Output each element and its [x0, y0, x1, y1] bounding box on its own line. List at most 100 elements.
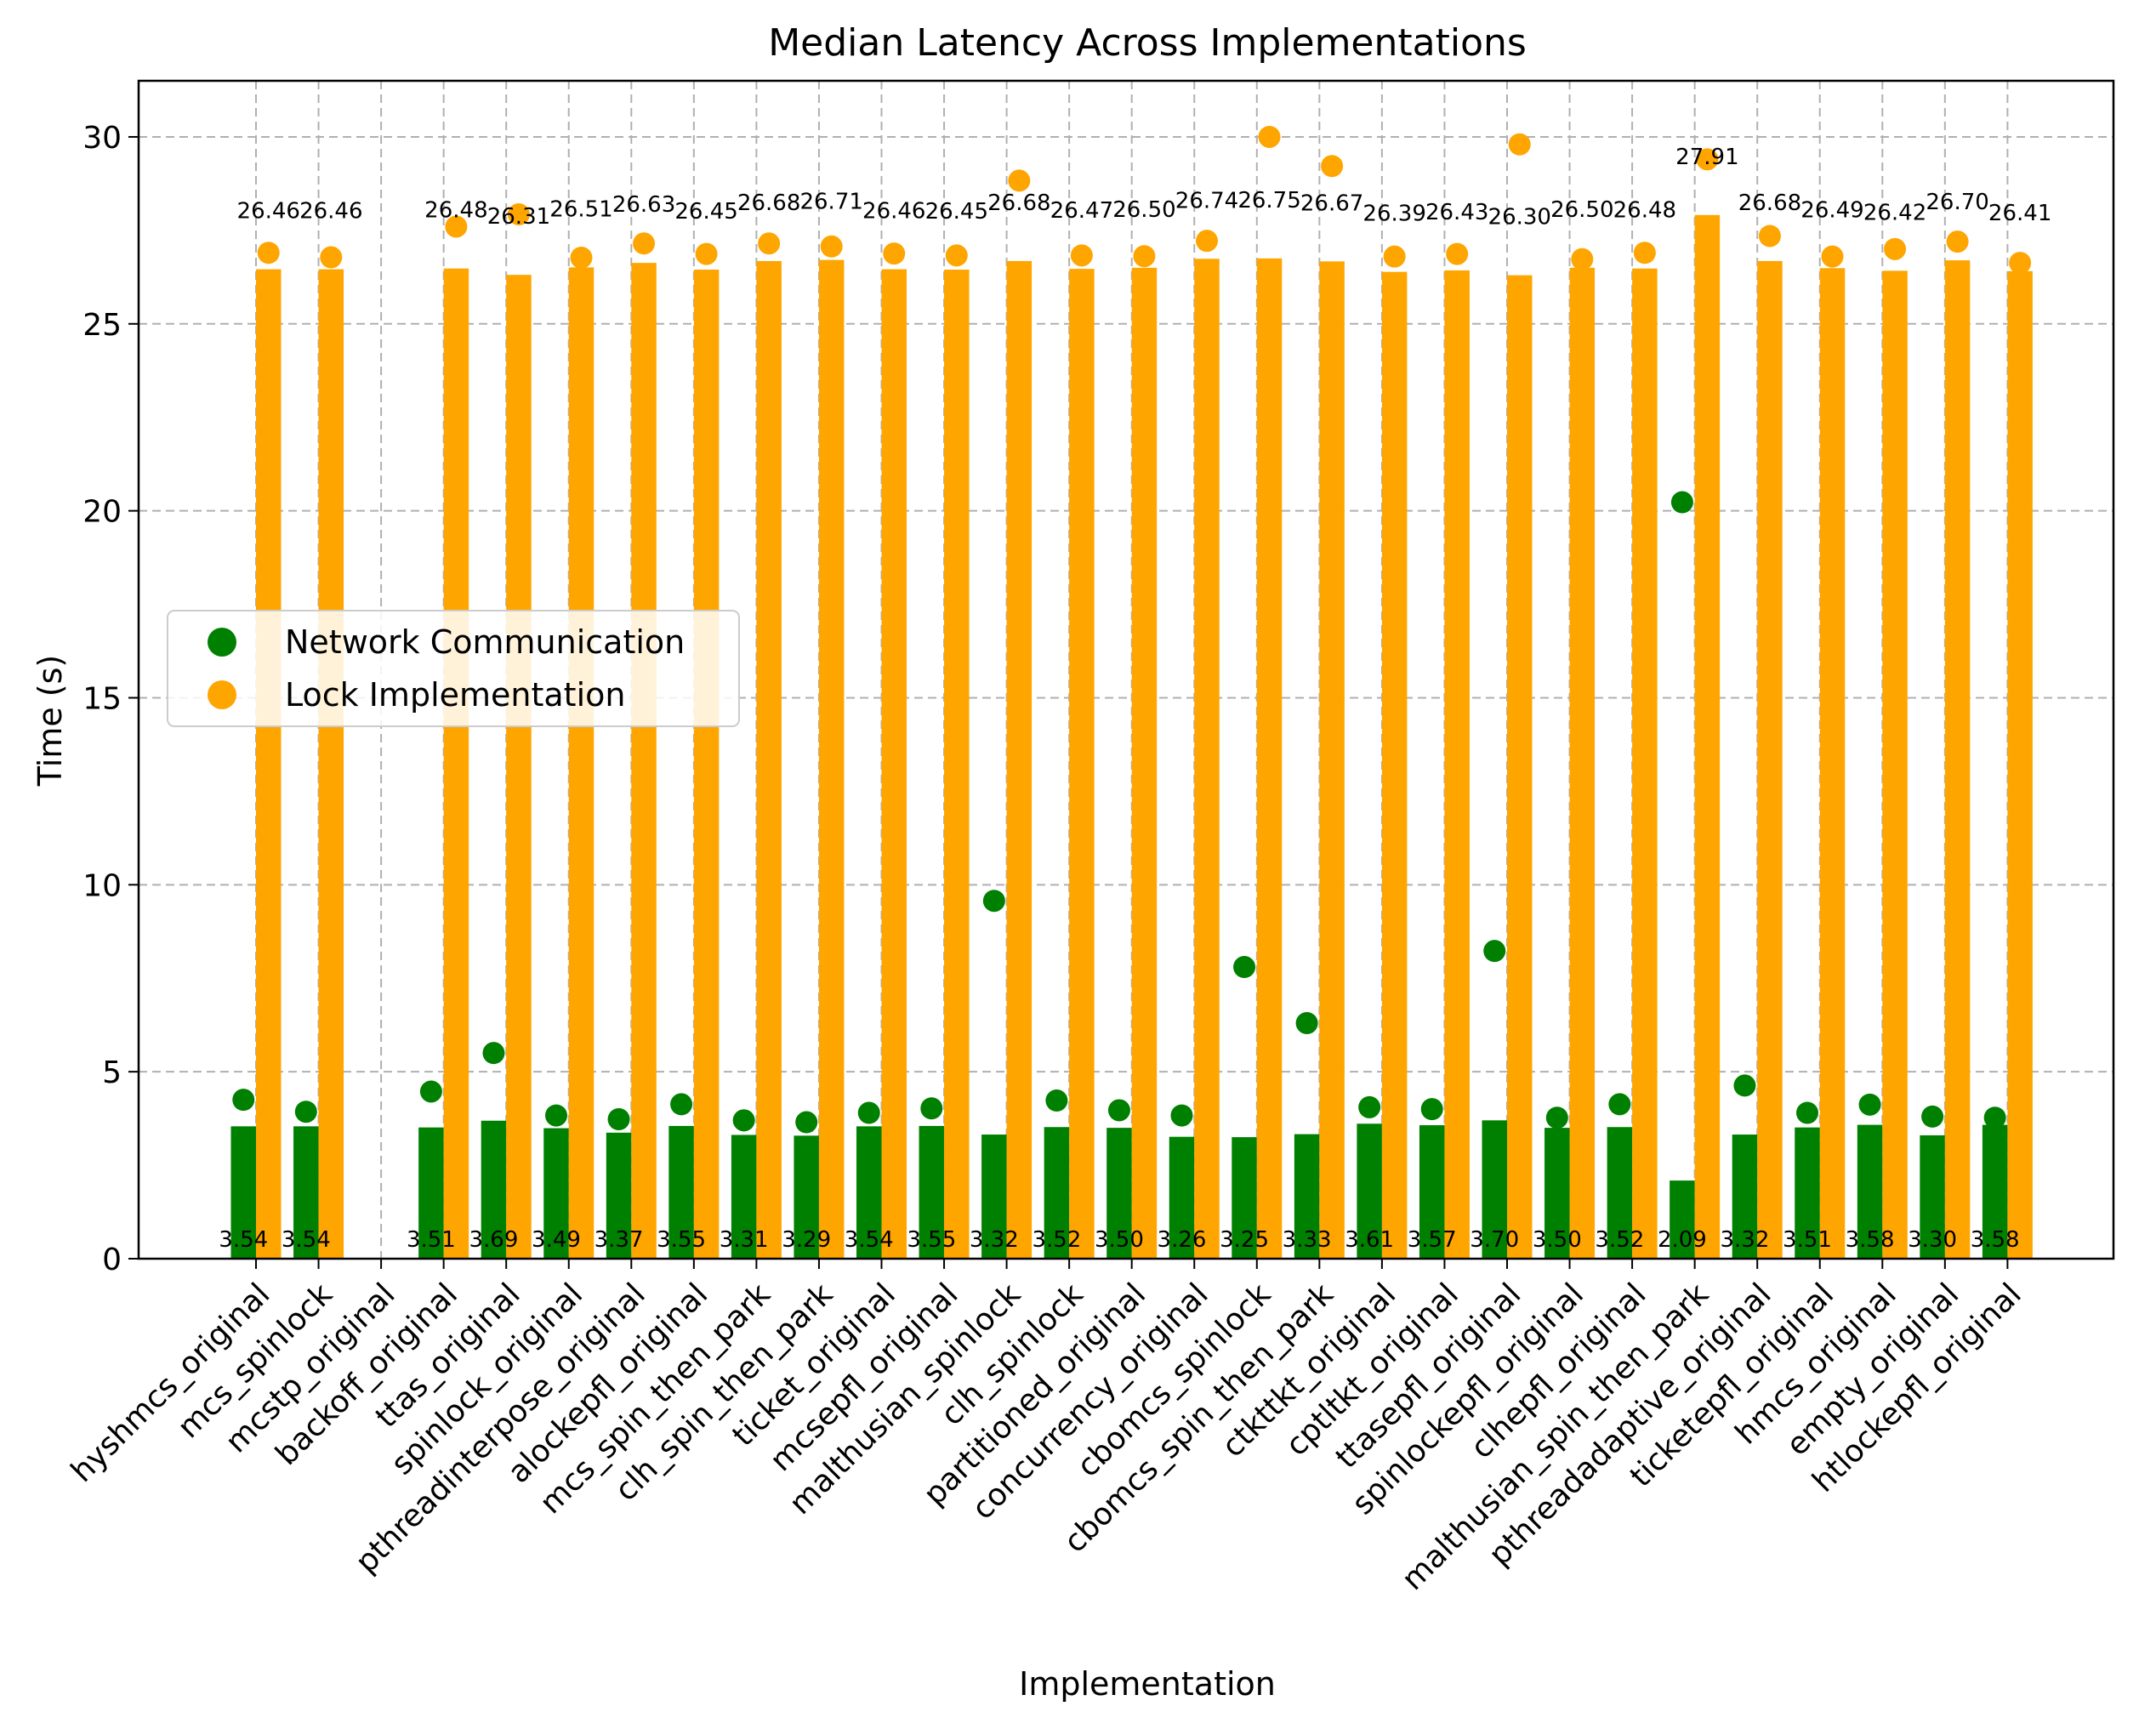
point-network-communication	[419, 1080, 442, 1103]
point-network-communication	[294, 1101, 317, 1123]
bar-network-communication	[230, 1126, 256, 1259]
plot-frame	[137, 79, 2115, 1260]
point-network-communication	[1483, 940, 1506, 963]
value-label-lock: 26.50	[1550, 197, 1613, 223]
point-lock-implementation	[1821, 245, 1844, 268]
bar-network-communication	[731, 1135, 757, 1259]
bar-lock-implementation	[1694, 214, 1721, 1259]
bar-lock-implementation	[944, 270, 970, 1259]
value-label-lock: 26.50	[1112, 197, 1175, 223]
bar-lock-implementation	[756, 260, 782, 1259]
value-label-lock: 26.74	[1175, 188, 1238, 213]
point-network-communication	[982, 890, 1005, 913]
bar-network-communication	[919, 1125, 945, 1259]
value-label-lock: 26.42	[1863, 200, 1926, 225]
value-label-network: 3.55	[657, 1227, 706, 1253]
point-lock-implementation	[758, 232, 781, 255]
point-network-communication	[1670, 491, 1693, 514]
point-lock-implementation	[1070, 244, 1093, 267]
bar-lock-implementation	[1882, 270, 1908, 1259]
bar-lock-implementation	[1632, 268, 1658, 1259]
value-label-network: 3.58	[1846, 1227, 1895, 1253]
legend-marker	[208, 628, 236, 657]
point-lock-implementation	[1884, 237, 1907, 260]
value-label-lock: 26.67	[1300, 191, 1363, 216]
point-network-communication	[1983, 1106, 2006, 1129]
point-network-communication	[795, 1111, 818, 1134]
value-label-lock: 26.71	[799, 190, 862, 215]
bar-lock-implementation	[1006, 260, 1032, 1259]
point-network-communication	[1295, 1012, 1318, 1034]
point-lock-implementation	[633, 232, 656, 255]
bar-lock-implementation	[568, 267, 594, 1259]
point-network-communication	[545, 1104, 567, 1127]
value-label-lock: 26.45	[674, 199, 737, 225]
bar-network-communication	[1169, 1136, 1195, 1259]
bar-lock-implementation	[1819, 268, 1846, 1259]
value-label-lock: 26.46	[237, 199, 300, 225]
value-label-network: 3.29	[782, 1227, 831, 1253]
point-network-communication	[920, 1097, 943, 1120]
bar-lock-implementation	[1444, 270, 1470, 1259]
point-network-communication	[732, 1109, 755, 1132]
y-tick-label: 20	[82, 495, 122, 530]
value-label-network: 3.25	[1220, 1227, 1269, 1253]
point-lock-implementation	[820, 235, 843, 258]
bar-lock-implementation	[1569, 267, 1596, 1259]
value-label-network: 3.55	[907, 1227, 956, 1253]
point-lock-implementation	[320, 246, 343, 269]
point-network-communication	[1420, 1098, 1443, 1121]
point-network-communication	[1545, 1106, 1568, 1129]
value-label-network: 3.30	[1908, 1227, 1957, 1253]
value-label-network: 3.51	[1783, 1227, 1832, 1253]
legend: Network Communication Lock Implementation	[167, 610, 740, 727]
point-network-communication	[1733, 1074, 1756, 1097]
legend-marker	[208, 680, 236, 709]
bar-lock-implementation	[1131, 267, 1158, 1259]
bar-network-communication	[1857, 1124, 1883, 1259]
bars-layer	[230, 214, 2033, 1260]
bar-lock-implementation	[506, 275, 532, 1259]
bar-network-communication	[1357, 1123, 1382, 1259]
bar-lock-implementation	[1194, 259, 1220, 1260]
bar-network-communication	[1106, 1128, 1132, 1259]
bar-network-communication	[481, 1120, 507, 1259]
bar-lock-implementation	[2007, 270, 2033, 1260]
legend-box	[167, 610, 740, 727]
bar-lock-implementation	[881, 269, 907, 1260]
value-label-network: 3.54	[219, 1227, 268, 1253]
value-labels-layer: 3.54 26.46 3.54 26.46 3.51 26.48 3.69 26.31 3.49…	[219, 145, 2051, 1253]
bar-network-communication	[1607, 1127, 1633, 1259]
bar-lock-implementation	[818, 259, 845, 1260]
value-label-network: 3.58	[1971, 1227, 2020, 1253]
value-label-lock: 26.48	[424, 198, 487, 224]
bar-network-communication	[293, 1126, 319, 1259]
point-lock-implementation	[1633, 242, 1656, 264]
y-tick-label: 0	[102, 1243, 122, 1277]
bar-lock-implementation	[1944, 260, 1971, 1259]
y-tick-label: 10	[82, 868, 122, 903]
bar-network-communication	[856, 1126, 882, 1259]
point-lock-implementation	[883, 242, 906, 265]
value-label-network: 3.33	[1283, 1227, 1332, 1253]
value-label-lock: 26.49	[1800, 197, 1863, 223]
value-label-lock: 26.30	[1488, 205, 1551, 230]
point-network-communication	[1107, 1099, 1130, 1122]
value-label-network: 3.50	[1533, 1227, 1582, 1253]
value-label-network: 3.70	[1470, 1227, 1519, 1253]
bar-lock-implementation	[1757, 260, 1783, 1259]
bar-network-communication	[1419, 1125, 1445, 1259]
bar-lock-implementation	[1319, 261, 1345, 1259]
value-label-network: 3.51	[407, 1227, 456, 1253]
value-label-lock: 27.91	[1675, 145, 1738, 170]
value-label-lock: 26.43	[1425, 200, 1488, 225]
value-label-network: 3.52	[1032, 1227, 1081, 1253]
point-network-communication	[1858, 1093, 1881, 1116]
bar-lock-implementation	[1507, 275, 1533, 1260]
legend-label: Lock Implementation	[285, 676, 625, 714]
bar-network-communication	[1920, 1135, 1945, 1259]
y-tick-label: 30	[82, 121, 122, 156]
bar-lock-implementation	[1069, 269, 1095, 1260]
point-network-communication	[1170, 1104, 1193, 1127]
